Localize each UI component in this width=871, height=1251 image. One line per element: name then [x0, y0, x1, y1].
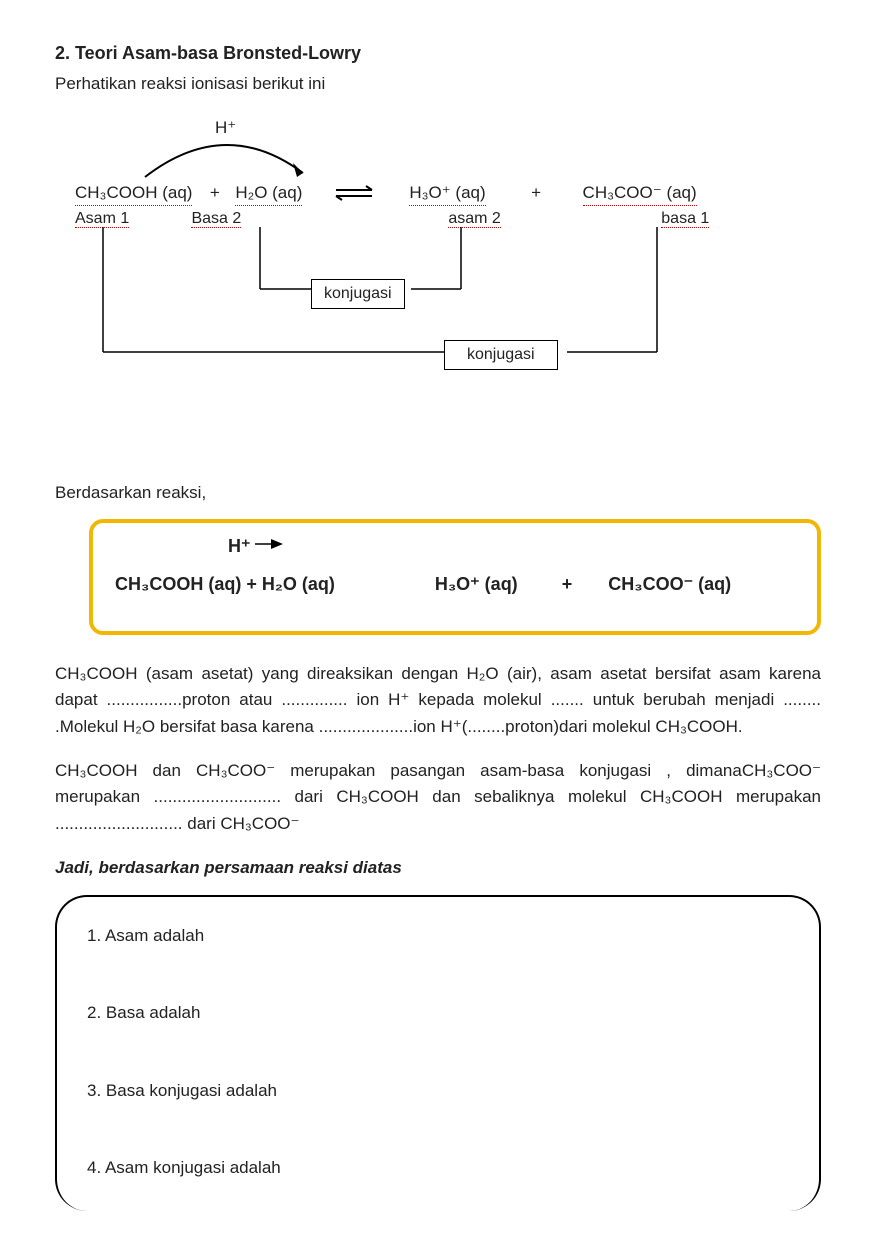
- species-ch3cooh: CH₃COOH (aq): [75, 180, 192, 207]
- question-2: 2. Basa adalah: [87, 1000, 789, 1026]
- konjugasi-box-1: konjugasi: [311, 279, 405, 309]
- answer-box: 1. Asam adalah 2. Basa adalah 3. Basa ko…: [55, 895, 821, 1211]
- konjugasi-box-2: konjugasi: [444, 340, 558, 370]
- label-basa1: basa 1: [661, 210, 709, 228]
- reaction-diagram: H⁺ CH₃COOH (aq) + H₂O (aq) H₃O⁺ (aq) + C…: [65, 115, 821, 390]
- species-h2o: H₂O (aq): [235, 180, 302, 207]
- proton-transfer-arrow: [125, 133, 325, 183]
- section-title: 2. Teori Asam-basa Bronsted-Lowry: [55, 40, 821, 67]
- highlighted-reaction-box: H⁺ CH₃COOH (aq) + H₂O (aq) H₃O⁺ (aq) + C…: [89, 519, 821, 635]
- yellow-sp3: CH₃COO⁻ (aq): [608, 574, 731, 594]
- section-intro: Berdasarkan reaksi,: [55, 480, 821, 506]
- conclusion-title: Jadi, berdasarkan persamaan reaksi diata…: [55, 855, 821, 881]
- conjugate-lines-icon: [65, 227, 805, 387]
- equilibrium-arrow-icon: [332, 184, 376, 202]
- yellow-plus: +: [562, 574, 573, 594]
- question-3: 3. Basa konjugasi adalah: [87, 1078, 789, 1104]
- yellow-h-plus: H⁺: [228, 533, 251, 560]
- label-basa2: Basa 2: [191, 210, 241, 228]
- label-asam2: asam 2: [448, 210, 500, 228]
- label-asam1: Asam 1: [75, 210, 129, 228]
- section-subtitle: Perhatikan reaksi ionisasi berikut ini: [55, 71, 821, 97]
- paragraph-1: CH₃COOH (asam asetat) yang direaksikan d…: [55, 661, 821, 740]
- question-1: 1. Asam adalah: [87, 923, 789, 949]
- paragraph-2: CH₃COOH dan CH₃COO⁻ merupakan pasangan a…: [55, 758, 821, 837]
- plus-1: +: [210, 180, 220, 206]
- yellow-sp2: H₃O⁺ (aq): [435, 574, 518, 594]
- equation-row: CH₃COOH (aq) + H₂O (aq) H₃O⁺ (aq) + CH₃C…: [75, 180, 697, 207]
- question-4: 4. Asam konjugasi adalah: [87, 1155, 789, 1181]
- yellow-sp1: CH₃COOH (aq) + H₂O (aq): [115, 574, 335, 594]
- plus-2: +: [531, 180, 541, 206]
- yellow-equation: CH₃COOH (aq) + H₂O (aq) H₃O⁺ (aq) + CH₃C…: [115, 571, 731, 598]
- arrowhead-icon: [255, 537, 285, 551]
- species-h3o: H₃O⁺ (aq): [409, 180, 485, 207]
- species-ch3coo: CH₃COO⁻ (aq): [583, 180, 697, 207]
